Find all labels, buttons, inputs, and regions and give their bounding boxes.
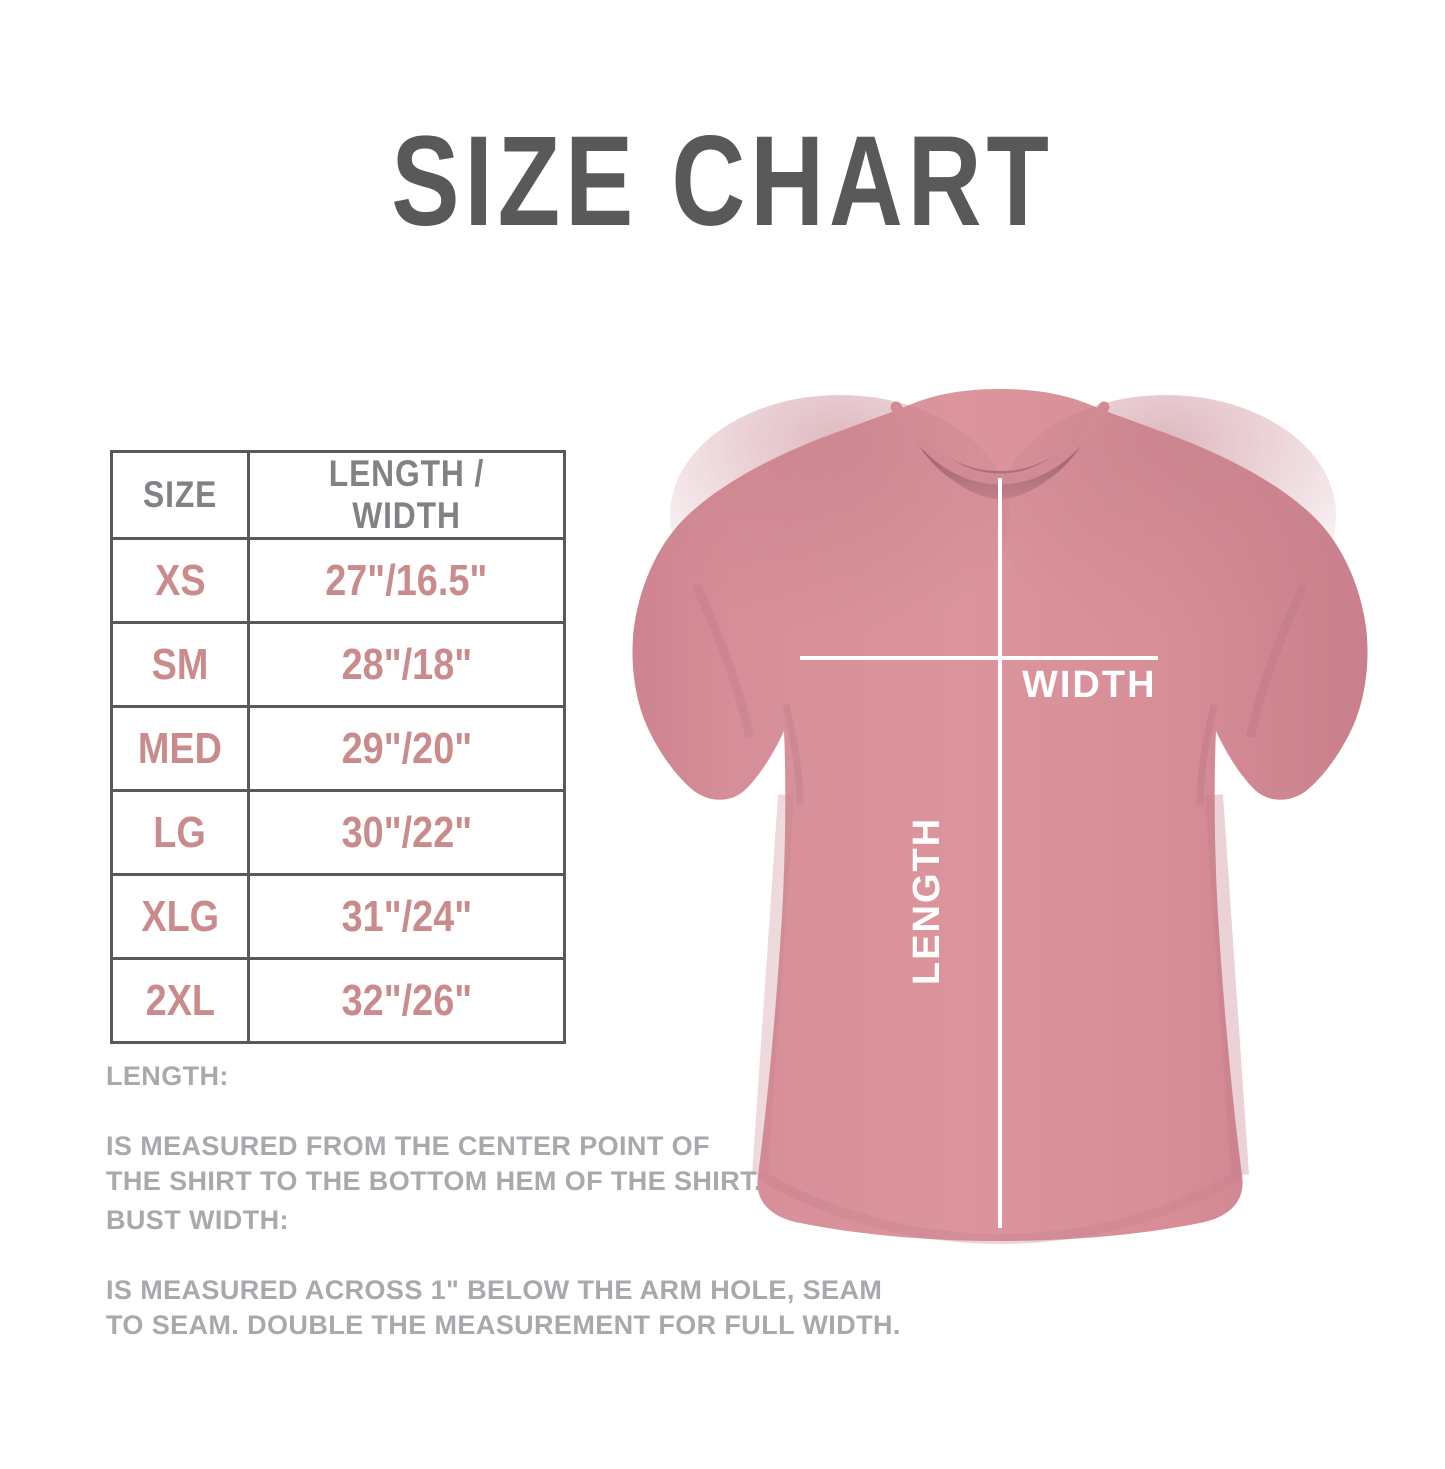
shoulder-shading-left bbox=[670, 395, 1010, 635]
note-bust-width: BUST WIDTH: IS MEASURED ACROSS 1" BELOW … bbox=[106, 1168, 901, 1378]
cell-measurement: 31"/24" bbox=[247, 873, 566, 960]
cell-size: XLG bbox=[110, 873, 250, 960]
table-row: LG 30"/22" bbox=[110, 789, 566, 876]
armhole-seam-left bbox=[782, 704, 804, 806]
cell-size: MED bbox=[110, 705, 250, 792]
column-header-length-width-label: LENGTH / WIDTH bbox=[328, 453, 485, 536]
cell-size: 2XL bbox=[110, 957, 250, 1044]
table-row: SM 28"/18" bbox=[110, 621, 566, 708]
side-shadow-left bbox=[752, 794, 794, 1176]
cell-size: XS bbox=[110, 537, 250, 624]
cell-size: LG bbox=[110, 789, 250, 876]
bottom-hem bbox=[757, 1170, 1243, 1245]
note-length-body: IS MEASURED FROM THE CENTER POINT OF THE… bbox=[106, 1131, 762, 1196]
page-title: SIZE CHART bbox=[391, 110, 1054, 253]
shoulder-shading-right bbox=[996, 395, 1336, 635]
table-row: XS 27"/16.5" bbox=[110, 537, 566, 624]
note-bust-body: IS MEASURED ACROSS 1" BELOW THE ARM HOLE… bbox=[106, 1275, 901, 1340]
column-header-size: SIZE bbox=[110, 450, 250, 540]
column-header-length-width: LENGTH / WIDTH bbox=[247, 450, 566, 540]
sleeve-fold-right bbox=[1245, 583, 1309, 739]
cell-measurement: 28"/18" bbox=[247, 621, 566, 708]
column-header-size-label: SIZE bbox=[142, 474, 218, 515]
armhole-seam-right bbox=[1196, 704, 1218, 806]
sleeve-fold-left bbox=[691, 583, 755, 739]
table-row: 2XL 32"/26" bbox=[110, 957, 566, 1044]
width-label: WIDTH bbox=[1022, 664, 1157, 706]
collar-inner-shadow bbox=[900, 409, 1100, 499]
tshirt-svg bbox=[632, 389, 1368, 1245]
cell-measurement: 30"/22" bbox=[247, 789, 566, 876]
tshirt-illustration: WIDTH LENGTH bbox=[600, 375, 1400, 1255]
table-row: XLG 31"/24" bbox=[110, 873, 566, 960]
cell-measurement: 27"/16.5" bbox=[247, 537, 566, 624]
cell-size: SM bbox=[110, 621, 250, 708]
length-label: LENGTH bbox=[906, 816, 948, 985]
side-shadow-right bbox=[1205, 794, 1249, 1176]
table-row: MED 29"/20" bbox=[110, 705, 566, 792]
cell-measurement: 29"/20" bbox=[247, 705, 566, 792]
note-bust-heading: BUST WIDTH: bbox=[106, 1205, 289, 1235]
note-length: LENGTH: IS MEASURED FROM THE CENTER POIN… bbox=[106, 1024, 762, 1234]
size-chart-table: SIZE LENGTH / WIDTH XS 27"/16.5" SM 28"/… bbox=[110, 450, 566, 1044]
cell-measurement: 32"/26" bbox=[247, 957, 566, 1044]
table-header-row: SIZE LENGTH / WIDTH bbox=[110, 450, 566, 540]
note-length-heading: LENGTH: bbox=[106, 1061, 229, 1091]
